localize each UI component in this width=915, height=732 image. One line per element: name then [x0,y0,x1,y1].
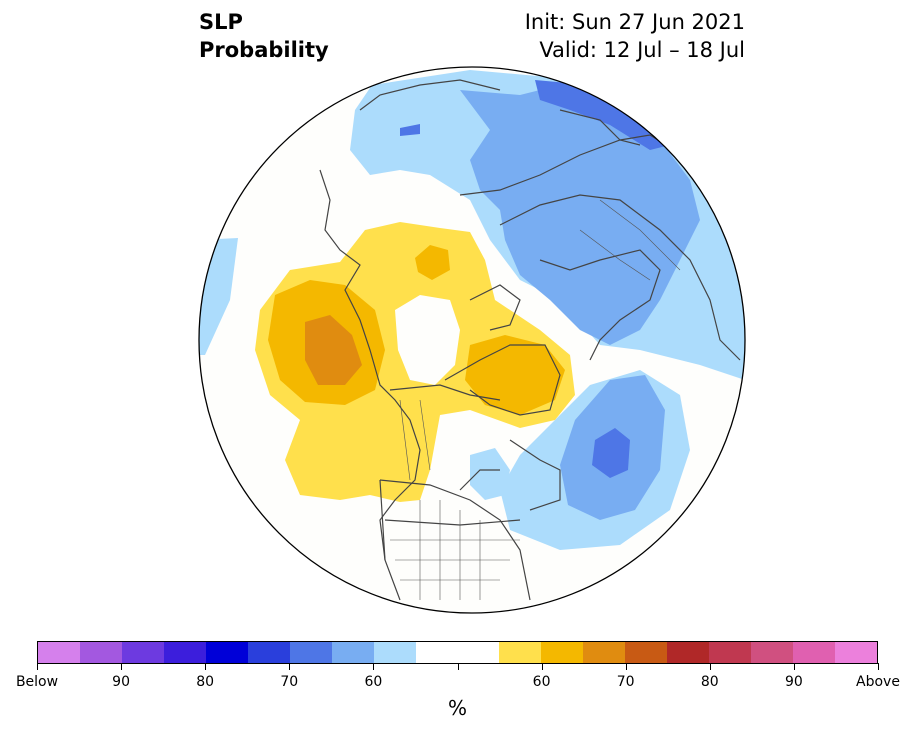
colorbar [37,641,878,664]
map-fill [199,67,745,613]
blue-region-eurasia-dark [535,80,670,150]
colorbar-swatch [583,642,626,663]
title-variable: SLP [199,10,243,34]
blue-region-atlantic-dark [592,428,630,478]
colorbar-tick [37,663,38,670]
colorbar-swatch [247,642,290,663]
title-field: Probability [199,38,329,62]
colorbar-swatch [205,642,248,663]
title-left: SLP Probability [199,8,329,64]
blue-region-dark-spot [400,124,420,136]
colorbar-swatch [163,642,206,663]
colorbar-swatch [793,642,836,663]
orange-region-siberia [415,245,450,280]
colorbar-swatch [373,642,416,663]
colorbar-label: 80 [196,674,215,690]
colorbar-label: 90 [784,674,803,690]
colorbar-swatch [79,642,122,663]
dark-orange-region-pacific [305,315,362,385]
colorbar-label: 90 [112,674,131,690]
colorbar-label: 70 [616,674,635,690]
blue-region-eurasia-mid [460,85,700,345]
colorbar-swatch [709,642,752,663]
colorbar-swatch [457,642,500,663]
polar-map [198,66,746,614]
blue-region-hudson [470,448,510,500]
colorbar-tick [121,663,123,670]
valid-range: Valid: 12 Jul – 18 Jul [539,38,745,62]
colorbar-tick [205,663,207,670]
colorbar-label: 60 [364,674,383,690]
colorbar-swatch [331,642,374,663]
colorbar-swatch [751,642,794,663]
colorbar-swatch [415,642,458,663]
colorbar-label: Above [856,674,900,690]
colorbar-swatch [289,642,332,663]
colorbar-tick [541,663,543,670]
colorbar-tick [625,663,627,670]
colorbar-swatch [625,642,668,663]
colorbar-swatch [499,642,542,663]
colorbar-tick [289,663,291,670]
colorbar-unit: % [447,696,467,720]
colorbar-label: 60 [532,674,551,690]
colorbar-swatch [667,642,710,663]
colorbar-label: Below [15,674,59,690]
borders [390,199,681,600]
neutral-region-pole [395,295,460,385]
colorbar-swatch [121,642,164,663]
colorbar-swatch [541,642,584,663]
colorbar-swatch [835,642,878,663]
title-right: Init: Sun 27 Jun 2021 Valid: 12 Jul – 18… [525,8,745,64]
colorbar-tick [793,663,795,670]
colorbar-swatch [38,642,80,663]
colorbar-label: 80 [700,674,719,690]
colorbar-tick [457,663,459,670]
colorbar-label: 70 [280,674,299,690]
globe-outline [198,66,746,614]
colorbar-tick [878,663,879,670]
colorbar-tick [709,663,711,670]
colorbar-tick [373,663,375,670]
init-date: Init: Sun 27 Jun 2021 [524,10,745,34]
